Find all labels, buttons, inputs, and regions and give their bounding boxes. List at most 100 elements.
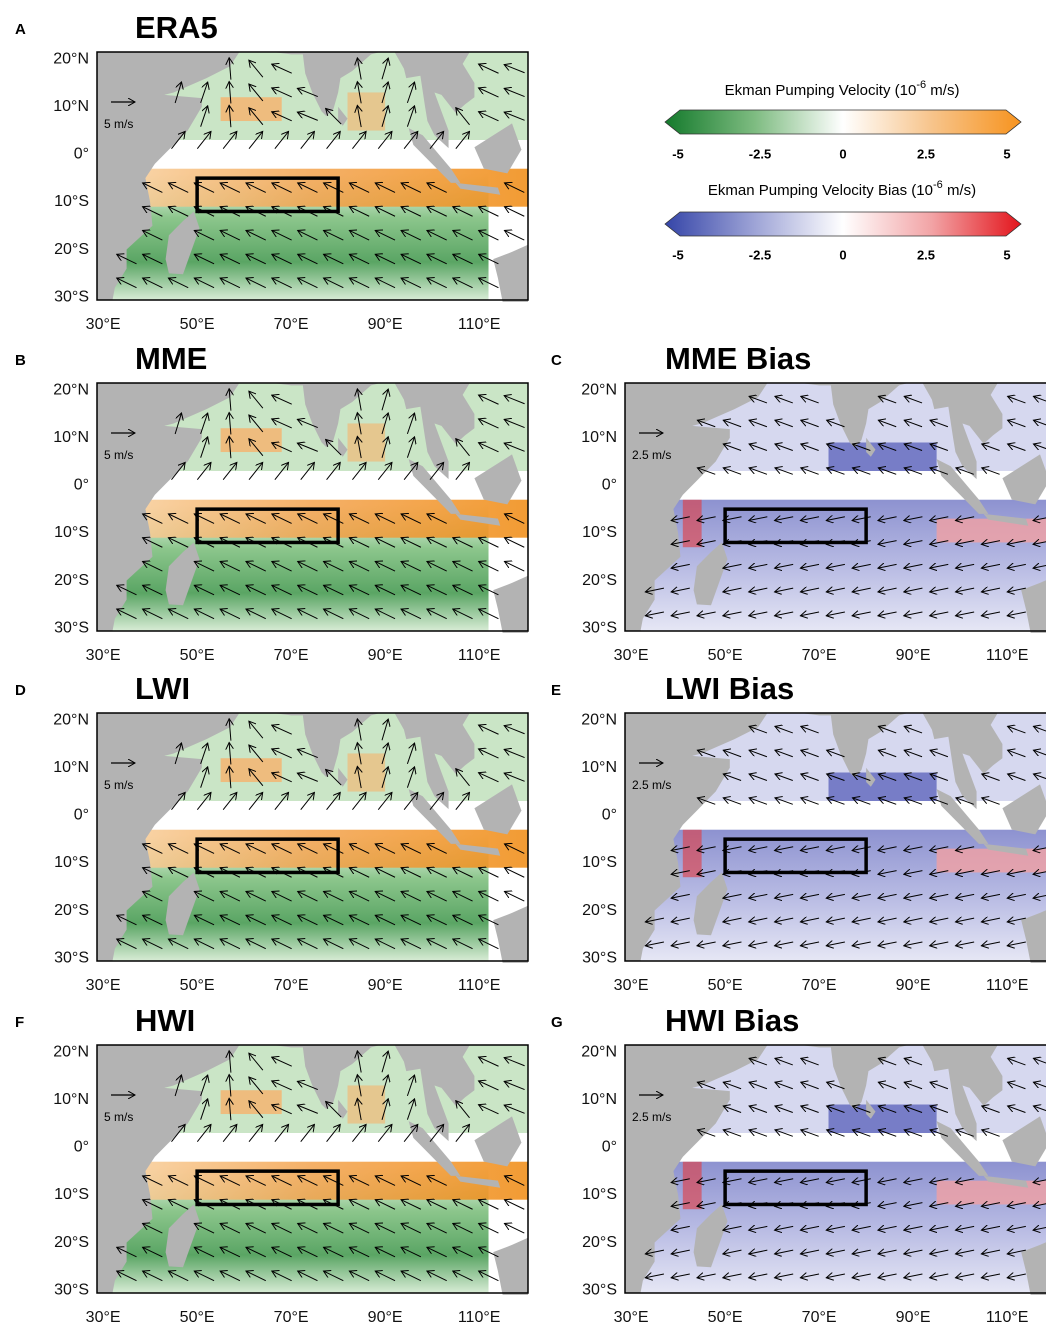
wind-arrow (723, 798, 742, 805)
wind-arrow (982, 798, 1000, 805)
wind-arrow (401, 254, 422, 265)
wind-arrow (326, 792, 341, 810)
wind-arrow (427, 183, 447, 193)
wind-arrow (904, 750, 923, 758)
wind-arrow (930, 1274, 949, 1278)
land (936, 1121, 989, 1176)
wind-arrow (697, 750, 716, 758)
wind-arrow (479, 585, 499, 596)
reference-label: 5 m/s (104, 778, 133, 792)
wind-arrow (479, 1081, 499, 1091)
lat-label: 20°N (581, 711, 617, 728)
wind-arrow (479, 395, 499, 405)
region-box (195, 507, 340, 545)
wind-arrow (749, 1250, 768, 1254)
wind-arrow (272, 278, 292, 289)
wind-arrow (504, 1223, 525, 1234)
wind-arrow (723, 1250, 742, 1254)
wind-arrow (357, 82, 361, 104)
wind-arrow (1008, 396, 1026, 404)
wind-arrow (775, 517, 794, 521)
wind-arrow (375, 230, 396, 241)
land (97, 1045, 240, 1293)
lon-label: 110°E (458, 977, 501, 994)
wind-arrow (168, 939, 189, 950)
map-frame (624, 382, 1046, 632)
wind-arrow (956, 894, 975, 898)
land (693, 872, 728, 936)
colorbar-title: Ekman Pumping Velocity (10-6 m/s) (725, 79, 960, 99)
panel-title: LWI (135, 671, 190, 706)
land (493, 1237, 528, 1295)
wind-arrow (143, 1247, 163, 1258)
wind-arrow (272, 1176, 292, 1186)
wind-arrow (1008, 1082, 1026, 1090)
panel-letter: C (551, 352, 562, 369)
wind-arrow (956, 612, 975, 616)
wind-arrow (800, 517, 820, 521)
wind-arrow (453, 915, 473, 926)
wind-arrow (982, 1130, 1000, 1137)
lon-label: 50°E (708, 647, 743, 664)
wind-arrow (453, 609, 473, 620)
wind-arrow (1007, 1274, 1026, 1278)
wind-arrow (504, 868, 525, 878)
wind-arrow (326, 439, 342, 456)
wind-arrow (479, 1200, 499, 1210)
wind-arrow (456, 439, 470, 457)
wind-arrow (381, 719, 388, 741)
lat-label: 30°S (54, 288, 89, 305)
wind-arrow (272, 254, 292, 265)
wind-arrow (375, 538, 396, 548)
lon-label: 30°E (86, 977, 121, 994)
wind-arrow (878, 942, 897, 946)
wind-arrow (117, 915, 137, 926)
wind-arrow (375, 868, 396, 878)
wind-arrow (455, 462, 470, 480)
wind-arrow (194, 585, 215, 596)
map-frame (96, 1044, 529, 1294)
lon-label: 110°E (986, 1309, 1029, 1326)
wind-arrow (324, 939, 344, 950)
wind-arrow (956, 564, 975, 568)
wind-arrow (427, 868, 447, 878)
wind-arrow (429, 131, 444, 149)
wind-arrow (723, 420, 742, 428)
wind-arrow (749, 1179, 768, 1183)
wind-arrow (298, 561, 318, 572)
wind-arrow (297, 112, 318, 121)
land (800, 1045, 1003, 1142)
field-patch (936, 848, 1046, 873)
wind-arrow (117, 1247, 137, 1258)
wind-arrow (878, 871, 897, 875)
wind-arrow (775, 1058, 793, 1066)
wind-arrow (220, 1247, 241, 1258)
wind-arrow (1033, 1226, 1046, 1230)
wind-arrow (403, 131, 418, 149)
wind-arrow (174, 413, 181, 435)
wind-arrow (697, 612, 716, 616)
wind-arrow (357, 413, 361, 435)
wind-arrow (904, 918, 923, 922)
wind-arrow (981, 588, 1001, 592)
wind-arrow (324, 844, 344, 854)
wind-arrow (878, 1274, 897, 1278)
lat-label: 10°N (581, 759, 617, 776)
wind-arrow (143, 514, 163, 524)
wind-arrow (930, 798, 949, 805)
wind-arrow (981, 871, 1001, 875)
wind-arrow (775, 1250, 794, 1254)
lon-label: 110°E (458, 316, 501, 333)
wind-arrow (349, 915, 370, 926)
panel-letter: E (551, 682, 561, 699)
wind-arrow (272, 1223, 292, 1234)
wind-arrow (326, 769, 342, 786)
wind-arrow (723, 1082, 742, 1090)
wind-arrow (801, 1058, 819, 1066)
wind-arrow (453, 868, 473, 878)
wind-arrow (479, 915, 499, 926)
wind-arrow (930, 517, 949, 521)
wind-arrow (406, 437, 414, 458)
wind-arrow (246, 514, 266, 524)
wind-arrow (349, 939, 370, 950)
